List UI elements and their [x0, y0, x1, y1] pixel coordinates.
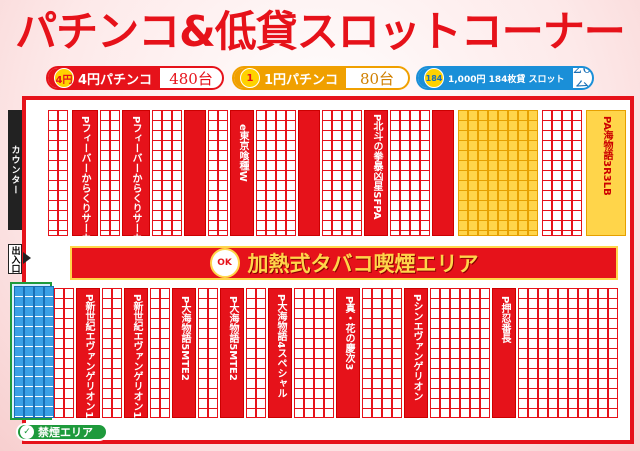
- machine-label: Pフィーバーからくりサーカス2R: [130, 116, 141, 268]
- lower-block-8: [492, 288, 516, 418]
- upper-island-6: [322, 110, 362, 236]
- lower-island-9: [518, 288, 618, 418]
- upper-island-3: [152, 110, 182, 236]
- machine-label: P新世紀エヴァンゲリオン15: [131, 294, 142, 426]
- category-label: 1円パチンコ: [264, 72, 339, 88]
- category-count: 80台: [359, 69, 395, 88]
- lower-block-1: [76, 288, 100, 418]
- lower-block-6: [336, 288, 360, 418]
- upper-island-4: [208, 110, 228, 236]
- no-smoking-icon: ✓: [20, 425, 34, 439]
- lower-block-5: [268, 288, 292, 418]
- machine-label: P押忍番長: [499, 296, 510, 344]
- upper-block-6: [364, 110, 388, 236]
- heated-tobacco-smoking-area: OK 加熱式タバコ喫煙エリア: [70, 246, 618, 280]
- lower-block-7: [404, 288, 428, 418]
- lower-island-6: [294, 288, 334, 418]
- machine-label: P大海物語5MTE2: [227, 296, 238, 381]
- category-count: 20台: [572, 66, 592, 90]
- exit: 出入口: [8, 244, 22, 274]
- 1yen-badge-icon: 1: [240, 68, 260, 88]
- machine-label: P大海物語4スペシャル: [275, 294, 286, 399]
- machine-label: P北斗の拳暴凶星SFPA: [371, 114, 382, 220]
- category-count: 480台: [169, 69, 213, 88]
- upper-block-5: [298, 110, 320, 236]
- category-slot: 184 1,000円 184枚貸 スロット 20台: [416, 66, 594, 90]
- lower-island-5: [246, 288, 266, 418]
- 184-badge-icon: 184: [424, 68, 444, 88]
- machine-label: Pシンエヴァンゲリオン: [411, 294, 422, 402]
- lower-block-2: [124, 288, 148, 418]
- machine-label: Pフィーバーからくりサーカス2R: [79, 116, 90, 268]
- lower-island-7: [362, 288, 402, 418]
- slot-zone: [10, 282, 54, 420]
- category-label: 1,000円 184枚貸 スロット: [448, 74, 565, 85]
- category-1yen-pachinko: 1 1円パチンコ 80台: [232, 66, 410, 90]
- machine-label: P新世紀エヴァンゲリオン15: [83, 294, 94, 426]
- lower-block-3: [172, 288, 196, 418]
- upper-block-1yen: [586, 110, 626, 236]
- no-smoking-area: ✓ 禁煙エリア: [16, 423, 108, 441]
- lower-block-4: [220, 288, 244, 418]
- upper-island-8: [542, 110, 582, 236]
- category-label: 4円パチンコ: [78, 72, 153, 88]
- upper-island-2: [100, 110, 120, 236]
- lower-island-3: [150, 288, 170, 418]
- floor-map: カウンター 出入口 Pフィーバーからくりサーカス2R Pフィーバーからくりサーカ…: [8, 96, 634, 446]
- upper-block-1: [72, 110, 98, 236]
- upper-block-4: [230, 110, 254, 236]
- lower-island-1: [54, 288, 74, 418]
- upper-block-3: [184, 110, 206, 236]
- no-smoking-label: 禁煙エリア: [38, 426, 93, 439]
- lower-island-8: [430, 288, 490, 418]
- 4yen-badge-icon: 4円: [54, 68, 74, 88]
- exit-arrow-icon: [23, 252, 31, 264]
- machine-label: PA海物語3R3LB: [601, 116, 612, 196]
- ok-badge-icon: OK: [209, 248, 240, 278]
- upper-block-7: [432, 110, 454, 236]
- page-title: パチンコ&低貸スロットコーナー: [15, 7, 626, 56]
- upper-block-2: [122, 110, 150, 236]
- lower-island-4: [198, 288, 218, 418]
- upper-island-5: [256, 110, 296, 236]
- counter: カウンター: [8, 110, 22, 230]
- upper-island-7: [390, 110, 430, 236]
- category-4yen-pachinko: 4円 4円パチンコ 480台: [46, 66, 224, 90]
- machine-label: e東京喰種W: [237, 124, 248, 182]
- machine-label: P真・花の慶次3: [343, 296, 354, 371]
- upper-island-1: [48, 110, 68, 236]
- smoking-area-label: 加熱式タバコ喫煙エリア: [247, 252, 479, 276]
- lower-island-2: [102, 288, 122, 418]
- upper-island-1yen: [458, 110, 538, 236]
- machine-label: P大海物語5MTE2: [179, 296, 190, 381]
